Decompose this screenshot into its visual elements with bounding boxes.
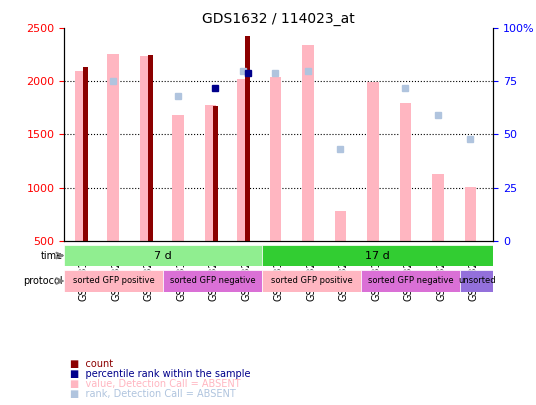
- Bar: [360, 28, 392, 241]
- Bar: [295, 28, 327, 241]
- Bar: [205, 105, 216, 294]
- Bar: [132, 28, 165, 241]
- Bar: [425, 28, 457, 241]
- Bar: [237, 79, 249, 294]
- Bar: [173, 115, 184, 294]
- Bar: [100, 28, 132, 241]
- Bar: [270, 77, 281, 294]
- Bar: [465, 187, 476, 294]
- Bar: [140, 56, 151, 294]
- Bar: [165, 28, 197, 241]
- Bar: [327, 28, 360, 241]
- Bar: [148, 55, 153, 294]
- Text: ■  count: ■ count: [70, 358, 113, 369]
- Bar: [335, 211, 346, 294]
- Bar: [302, 45, 314, 294]
- Title: GDS1632 / 114023_at: GDS1632 / 114023_at: [203, 12, 355, 26]
- Text: sorted GFP positive: sorted GFP positive: [271, 277, 353, 286]
- Text: 7 d: 7 d: [154, 251, 172, 260]
- Bar: [230, 28, 263, 241]
- Bar: [83, 66, 88, 294]
- Text: sorted GFP negative: sorted GFP negative: [170, 277, 256, 286]
- Bar: [263, 28, 295, 241]
- Text: sorted GFP negative: sorted GFP negative: [368, 277, 453, 286]
- FancyBboxPatch shape: [64, 245, 262, 266]
- Bar: [392, 28, 425, 241]
- Text: sorted GFP positive: sorted GFP positive: [73, 277, 155, 286]
- FancyBboxPatch shape: [262, 271, 361, 292]
- Text: ■  value, Detection Call = ABSENT: ■ value, Detection Call = ABSENT: [70, 379, 240, 389]
- Text: time: time: [41, 251, 63, 260]
- Text: ■  rank, Detection Call = ABSENT: ■ rank, Detection Call = ABSENT: [70, 389, 235, 399]
- Bar: [197, 28, 230, 241]
- Text: 17 d: 17 d: [366, 251, 390, 260]
- Bar: [432, 174, 444, 294]
- Text: protocol: protocol: [23, 276, 63, 286]
- Bar: [367, 83, 378, 294]
- FancyBboxPatch shape: [460, 271, 493, 292]
- Bar: [75, 71, 86, 294]
- FancyBboxPatch shape: [64, 271, 163, 292]
- Text: ■  percentile rank within the sample: ■ percentile rank within the sample: [70, 369, 250, 379]
- Bar: [213, 106, 218, 294]
- FancyBboxPatch shape: [262, 245, 493, 266]
- Bar: [107, 54, 119, 294]
- Bar: [457, 28, 490, 241]
- Bar: [400, 102, 411, 294]
- FancyBboxPatch shape: [361, 271, 460, 292]
- Bar: [245, 36, 250, 294]
- Bar: [68, 28, 100, 241]
- Text: unsorted: unsorted: [458, 277, 495, 286]
- FancyBboxPatch shape: [163, 271, 262, 292]
